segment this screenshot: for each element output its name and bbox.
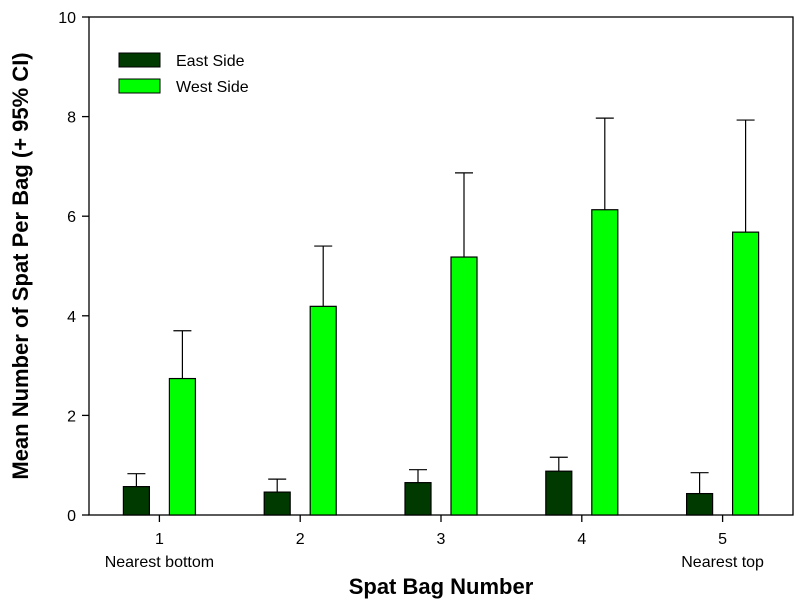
y-tick-label: 6 xyxy=(67,209,76,226)
y-axis-title: Mean Number of Spat Per Bag (+ 95% CI) xyxy=(8,52,33,479)
y-tick-label: 10 xyxy=(58,10,76,27)
legend-label-west-side: West Side xyxy=(176,79,249,96)
bars xyxy=(122,209,760,516)
bar-east-side xyxy=(685,492,714,516)
bar-west-side xyxy=(168,377,196,516)
y-axis-ticks: 0 2 4 6 8 10 xyxy=(58,10,89,525)
legend-label-east-side: East Side xyxy=(176,53,245,70)
bar-west-side xyxy=(309,305,337,516)
bar-east-side xyxy=(263,491,291,516)
x-tick-sublabel: Nearest bottom xyxy=(105,554,214,571)
x-tick-label: 4 xyxy=(577,531,586,548)
bar-east-side xyxy=(122,486,151,516)
bar-west-side xyxy=(450,256,478,516)
y-tick-label: 0 xyxy=(67,508,76,525)
x-tick-label: 1 xyxy=(155,531,164,548)
x-axis-ticks: 1 Nearest bottom 2 3 4 5 Nearest top xyxy=(105,515,764,571)
x-tick-label: 2 xyxy=(296,531,305,548)
y-tick-label: 2 xyxy=(67,408,76,425)
y-tick-label: 8 xyxy=(67,110,76,127)
bar-east-side xyxy=(404,482,432,516)
x-axis-title: Spat Bag Number xyxy=(349,574,534,599)
legend: East Side West Side xyxy=(118,52,249,96)
x-tick-sublabel: Nearest top xyxy=(681,554,764,571)
error-bars xyxy=(127,117,755,494)
bar-east-side xyxy=(545,470,573,516)
bar-west-side xyxy=(731,231,760,516)
bar-west-side xyxy=(591,209,619,516)
x-tick-label: 5 xyxy=(718,531,727,548)
legend-swatch-east-side xyxy=(118,52,161,68)
x-tick-label: 3 xyxy=(437,531,446,548)
legend-swatch-west-side xyxy=(118,78,161,94)
y-tick-label: 4 xyxy=(67,309,76,326)
